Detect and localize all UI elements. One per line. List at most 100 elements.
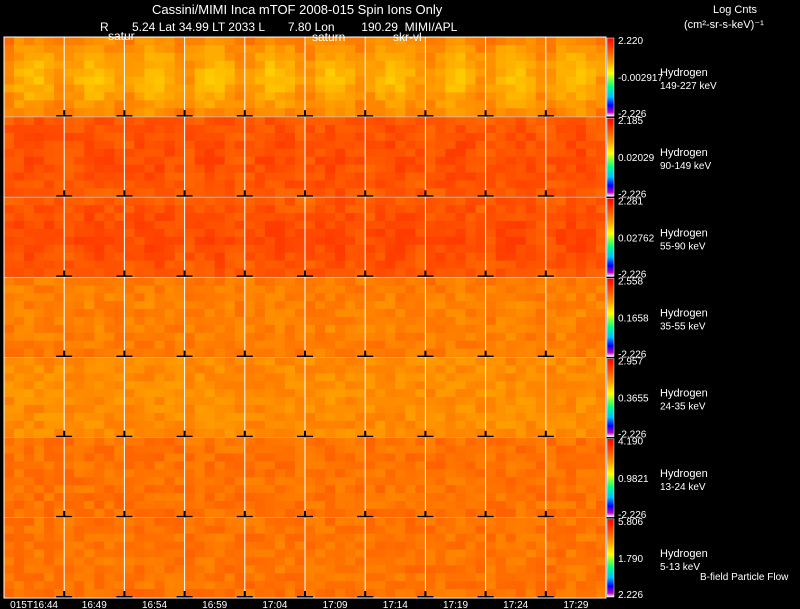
heat-cell (64, 213, 75, 222)
heat-cell (595, 236, 607, 246)
panel-6 (4, 437, 615, 523)
heat-cell (184, 525, 196, 535)
heat-cell (74, 197, 85, 206)
heat-cell (104, 92, 115, 101)
heat-cell (445, 76, 456, 85)
heat-cell (585, 324, 597, 334)
heat-cell (164, 236, 175, 246)
heat-cell (595, 324, 607, 334)
heat-cell (64, 332, 75, 342)
heat-cell (545, 197, 557, 206)
heat-cell (315, 340, 326, 350)
heat-cell (244, 76, 256, 85)
heat-cell (84, 37, 95, 46)
heat-cell (144, 52, 155, 62)
heat-cell (345, 565, 356, 574)
heat-cell (34, 140, 45, 150)
heat-cell (44, 252, 55, 261)
heat-cell (254, 140, 266, 150)
heat-cell (375, 221, 386, 230)
heat-cell (345, 493, 356, 502)
heat-cell (595, 373, 607, 382)
heat-cell (214, 525, 226, 535)
heat-cell (64, 293, 75, 302)
heat-cell (595, 205, 607, 214)
panel-1 (4, 37, 615, 123)
heat-cell (264, 132, 276, 142)
heat-cell (254, 340, 266, 350)
heat-cell (234, 156, 246, 166)
heat-cell (555, 60, 567, 70)
heat-cell (224, 148, 236, 158)
heat-cell (24, 100, 35, 109)
heat-cell (104, 525, 115, 535)
colorbar-mid-label: 0.3655 (618, 394, 649, 405)
heat-cell (64, 236, 75, 246)
heat-cell (525, 285, 537, 294)
heat-cell (224, 437, 236, 447)
heat-cell (14, 412, 25, 422)
heat-cell (315, 148, 326, 158)
heat-cell (405, 197, 416, 206)
heat-cell (64, 180, 75, 189)
heat-cell (505, 517, 517, 527)
heat-cell (224, 301, 236, 310)
heat-cell (14, 252, 25, 261)
heat-cell (24, 365, 35, 374)
heat-cell (34, 541, 45, 550)
heat-cell (345, 148, 356, 158)
heat-cell (475, 477, 486, 486)
heat-cell (14, 565, 25, 574)
heat-cell (284, 573, 296, 582)
heat-cell (44, 453, 55, 462)
heat-cell (54, 573, 65, 582)
heat-cell (335, 221, 346, 230)
heat-cell (24, 197, 35, 206)
heat-cell (395, 493, 406, 502)
heat-cell (455, 340, 466, 350)
heat-cell (585, 493, 597, 502)
heat-cell (565, 428, 577, 438)
heat-cell (134, 565, 145, 574)
heat-cell (575, 132, 587, 142)
heat-cell (345, 501, 356, 510)
heat-cell (284, 445, 296, 454)
heat-cell (274, 60, 286, 70)
heat-cell (415, 428, 426, 438)
heat-cell (565, 565, 577, 574)
heat-cell (305, 589, 316, 598)
heat-cell (144, 437, 155, 447)
heat-cell (445, 493, 456, 502)
heat-cell (84, 332, 95, 342)
heat-cell (375, 437, 386, 447)
heat-cell (395, 412, 406, 422)
heat-cell (74, 557, 85, 566)
heat-cell (575, 156, 587, 166)
heat-cell (214, 557, 226, 566)
heat-cell (184, 213, 196, 222)
heat-cell (495, 205, 507, 214)
heat-cell (164, 340, 175, 350)
heat-cell (294, 76, 306, 85)
heat-cell (174, 244, 185, 254)
heat-cell (234, 381, 246, 390)
heat-cell (184, 205, 196, 214)
heat-cell (555, 100, 567, 109)
heat-cell (144, 533, 155, 542)
heat-cell (325, 140, 336, 150)
heat-cell (535, 549, 547, 558)
heat-cell (315, 228, 326, 238)
heat-cell (144, 301, 155, 310)
heat-cell (94, 172, 105, 181)
heat-cell (545, 324, 557, 334)
heat-cell (54, 581, 65, 590)
heat-cell (385, 92, 396, 101)
heat-cell (44, 477, 55, 486)
heat-cell (575, 301, 587, 310)
heat-cell (555, 573, 567, 582)
heat-cell (184, 52, 196, 62)
heat-cell (555, 213, 567, 222)
heat-cell (365, 405, 376, 414)
heat-cell (555, 428, 567, 438)
heat-cell (4, 581, 15, 590)
